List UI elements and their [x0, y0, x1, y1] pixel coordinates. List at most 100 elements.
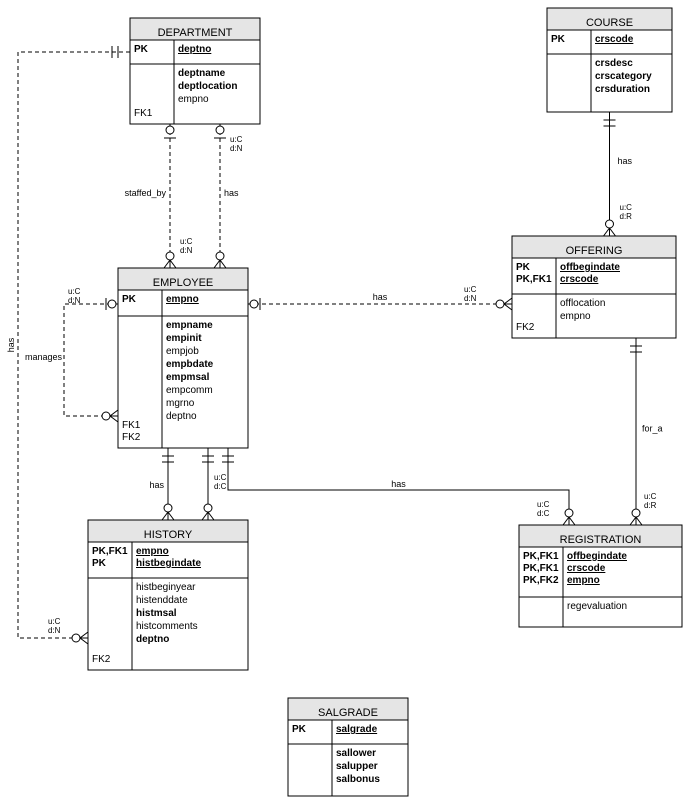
attr: histcomments	[136, 621, 198, 632]
attr: offlocation	[560, 298, 605, 309]
svg-text:PK,FK1: PK,FK1	[523, 551, 559, 562]
entity-employee: EMPLOYEE PK empno FK1FK2 empname empinit empjo…	[118, 268, 248, 448]
attr: empinit	[166, 333, 202, 344]
attr: deptname	[178, 68, 226, 79]
svg-text:d:R: d:R	[644, 501, 657, 510]
attr: crsdesc	[595, 58, 633, 69]
svg-text:FK2: FK2	[92, 654, 111, 665]
entity-title: REGISTRATION	[560, 534, 642, 546]
svg-text:u:C: u:C	[537, 500, 550, 509]
svg-text:PK: PK	[134, 44, 149, 55]
svg-text:u:C: u:C	[230, 135, 243, 144]
svg-text:u:C: u:C	[464, 285, 477, 294]
entity-title: OFFERING	[566, 245, 623, 257]
attr: histmsal	[136, 608, 177, 619]
svg-text:d:N: d:N	[48, 626, 61, 635]
attr: histenddate	[136, 595, 188, 606]
svg-text:has: has	[149, 480, 164, 490]
svg-text:FK1: FK1	[134, 108, 153, 119]
attr: empno	[178, 94, 209, 105]
attr: histbeginyear	[136, 582, 196, 593]
svg-text:d:R: d:R	[620, 212, 633, 221]
svg-text:u:C: u:C	[644, 492, 657, 501]
pk-attr: crscode	[595, 34, 634, 45]
pk-attr: offbegindate	[560, 262, 620, 273]
svg-text:PK,FK1: PK,FK1	[92, 546, 128, 557]
pk-attr: offbegindate	[567, 551, 627, 562]
attr: deptno	[166, 411, 197, 422]
svg-text:PK: PK	[292, 724, 307, 735]
pk-attr: empno	[166, 294, 199, 305]
attr: empcomm	[166, 385, 213, 396]
entity-course: COURSE PK crscode crsdesc crscategory crsdura…	[547, 8, 672, 112]
svg-text:d:N: d:N	[68, 296, 81, 305]
entity-title: HISTORY	[144, 529, 193, 541]
svg-text:for_a: for_a	[642, 424, 663, 434]
svg-text:FK2: FK2	[516, 322, 535, 333]
svg-text:u:C: u:C	[620, 203, 633, 212]
attr: empno	[560, 311, 591, 322]
edge-course-offering: has u:Cd:R	[604, 112, 633, 236]
svg-text:PK: PK	[122, 294, 137, 305]
pk-attr: salgrade	[336, 724, 378, 735]
pk-attr: empno	[567, 575, 600, 586]
svg-text:PK,FK2: PK,FK2	[523, 575, 559, 586]
svg-text:has: has	[618, 156, 633, 166]
svg-text:has: has	[373, 292, 388, 302]
entity-title: DEPARTMENT	[158, 27, 233, 39]
attr: crsduration	[595, 84, 650, 95]
svg-text:d:N: d:N	[180, 246, 193, 255]
entity-history: HISTORY PK,FK1PK empnohistbegindate FK2 hist…	[88, 520, 248, 670]
attr: sallower	[336, 748, 376, 759]
attr: deptno	[136, 634, 169, 645]
svg-text:u:C: u:C	[48, 617, 61, 626]
edge-emp-offering: has u:Cd:N	[248, 285, 512, 310]
attr: mgrno	[166, 398, 195, 409]
svg-text:PK: PK	[92, 558, 107, 569]
attr: salupper	[336, 761, 378, 772]
entity-department: DEPARTMENT PK deptno FK1 deptname deptlocatio…	[130, 18, 260, 124]
svg-text:d:C: d:C	[537, 509, 550, 518]
svg-text:u:C: u:C	[180, 237, 193, 246]
attr: empname	[166, 320, 213, 331]
svg-text:d:N: d:N	[230, 144, 243, 153]
attr: deptlocation	[178, 81, 237, 92]
svg-text:staffed_by: staffed_by	[125, 188, 167, 198]
attr: empjob	[166, 346, 199, 357]
svg-text:u:C: u:C	[214, 473, 227, 482]
edge-emp-history: has u:Cd:C	[149, 448, 226, 520]
pk-attr: crscode	[560, 274, 599, 285]
attr: empbdate	[166, 359, 214, 370]
entity-title: SALGRADE	[318, 707, 378, 719]
svg-text:FK1: FK1	[122, 420, 141, 431]
edge-emp-registration: has u:Cd:C	[222, 448, 575, 525]
svg-text:manages: manages	[25, 352, 63, 362]
entity-title: COURSE	[586, 17, 633, 29]
pk-attr: histbegindate	[136, 558, 201, 569]
svg-text:has: has	[224, 188, 239, 198]
pk-attr: deptno	[178, 44, 211, 55]
svg-text:PK,FK1: PK,FK1	[523, 563, 559, 574]
edge-dept-emp: staffed_byhasu:Cd:Nu:Cd:N	[125, 124, 243, 268]
svg-text:FK2: FK2	[122, 432, 141, 443]
entity-salgrade: SALGRADE PK salgrade sallower salupper salbon…	[288, 698, 408, 796]
pk-attr: empno	[136, 546, 169, 557]
attr: salbonus	[336, 774, 380, 785]
svg-text:has: has	[391, 479, 406, 489]
edge-offering-registration: for_a u:Cd:R	[630, 338, 663, 525]
svg-text:has: has	[6, 337, 16, 352]
entity-title: EMPLOYEE	[153, 277, 214, 289]
svg-text:PK: PK	[516, 262, 531, 273]
entity-registration: REGISTRATIONPK,FK1PK,FK1PK,FK2offbeginda…	[519, 525, 682, 627]
attr: crscategory	[595, 71, 652, 82]
svg-text:PK,FK1: PK,FK1	[516, 274, 552, 285]
svg-text:u:C: u:C	[68, 287, 81, 296]
attr: empmsal	[166, 372, 210, 383]
pk-attr: crscode	[567, 563, 606, 574]
edge-emp-manages: manages u:Cd:N	[25, 287, 118, 422]
entity-offering: OFFERING PKPK,FK1 offbegindatecrscode FK2 of…	[512, 236, 676, 338]
svg-text:PK: PK	[551, 34, 566, 45]
svg-text:d:N: d:N	[464, 294, 477, 303]
svg-text:d:C: d:C	[214, 482, 227, 491]
attr: regevaluation	[567, 601, 627, 612]
